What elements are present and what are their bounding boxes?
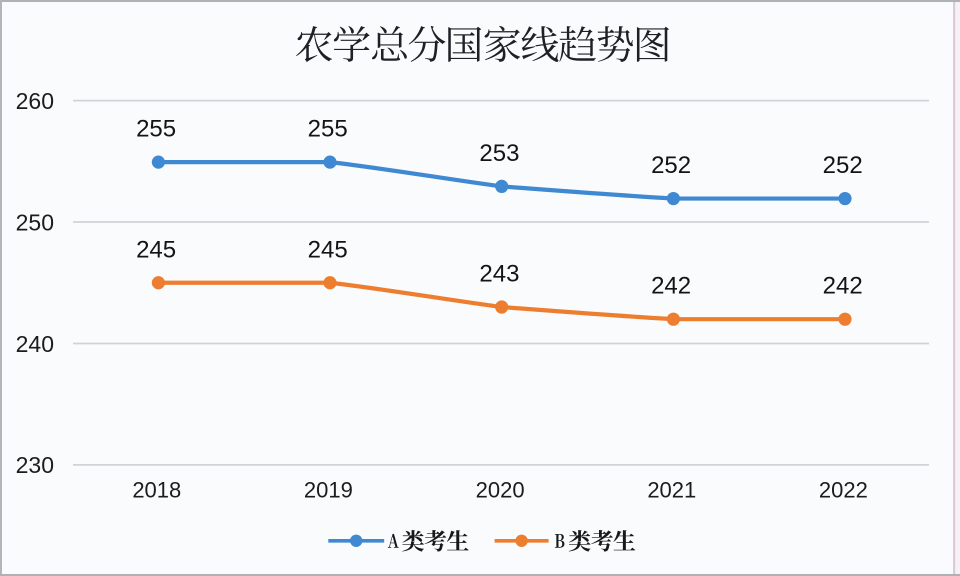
svg-text:240: 240 (16, 331, 54, 357)
svg-text:253: 253 (479, 140, 519, 167)
svg-text:255: 255 (136, 116, 176, 143)
svg-text:242: 242 (823, 273, 863, 300)
svg-text:260: 260 (16, 88, 54, 114)
svg-text:2021: 2021 (647, 478, 696, 503)
svg-text:2020: 2020 (476, 478, 525, 503)
svg-text:2022: 2022 (819, 478, 868, 503)
svg-text:2019: 2019 (304, 478, 353, 503)
svg-text:242: 242 (651, 273, 691, 300)
svg-text:230: 230 (16, 452, 54, 478)
svg-text:245: 245 (136, 236, 176, 263)
svg-text:2018: 2018 (132, 478, 181, 503)
svg-text:255: 255 (308, 116, 348, 143)
svg-text:243: 243 (479, 261, 519, 288)
svg-text:245: 245 (308, 236, 348, 263)
svg-text:252: 252 (823, 152, 863, 179)
svg-text:252: 252 (651, 152, 691, 179)
svg-text:250: 250 (16, 209, 54, 235)
